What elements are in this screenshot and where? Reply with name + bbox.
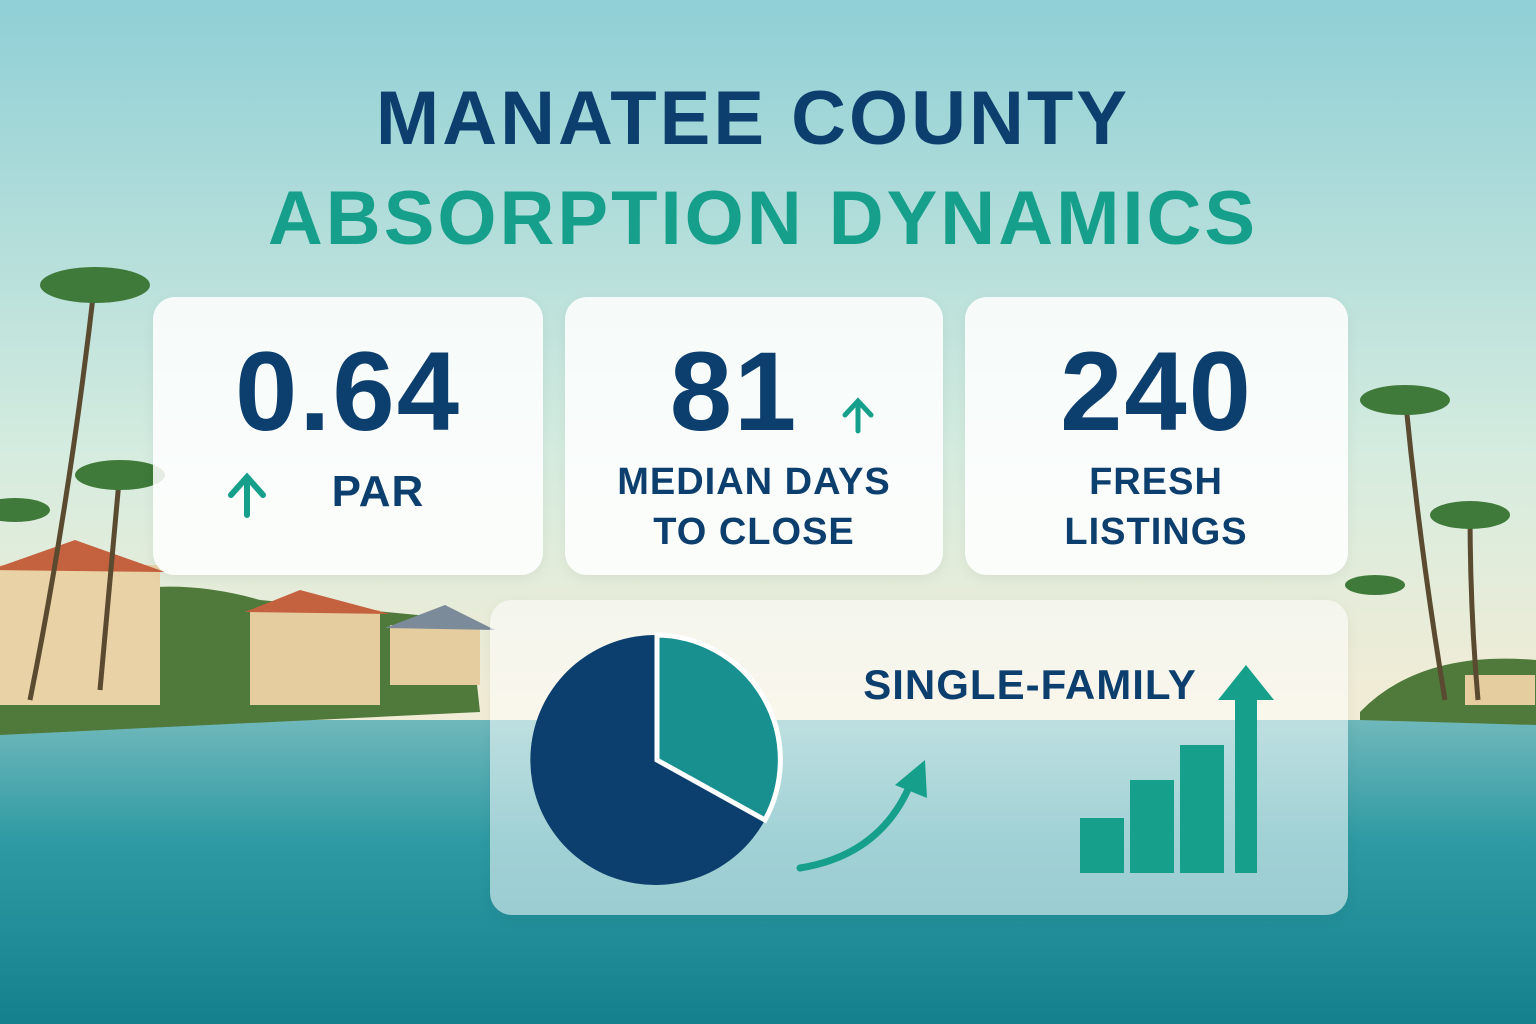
stat-label: PAR: [331, 467, 425, 516]
stat-value: 81: [669, 329, 799, 454]
subtitle: ABSORPTION DYNAMICS: [267, 176, 1259, 261]
title: MANATEE COUNTY: [375, 76, 1131, 161]
bar-icon: [1080, 665, 1274, 873]
up-arrow: [842, 397, 874, 434]
up-arrow: [228, 472, 266, 518]
panel-icons: [530, 632, 1274, 885]
pie-icon: [654, 632, 783, 824]
stat-card: 240 FRESH LISTINGS: [965, 297, 1348, 575]
pie-icon: [530, 634, 765, 885]
stat-label: MEDIAN DAYS TO CLOSE: [617, 461, 891, 553]
stat-label: FRESH LISTINGS: [1064, 461, 1248, 553]
stat-card: 0.64 PAR: [153, 297, 543, 575]
trend-arrow: [895, 760, 927, 798]
stat-card: 81 MEDIAN DAYS TO CLOSE: [565, 297, 943, 575]
stat-value: 240: [1060, 329, 1253, 454]
trend-arrow: [796, 781, 914, 872]
chart-panel: SINGLE-FAMILY: [490, 600, 1348, 915]
panel-label: SINGLE-FAMILY: [863, 661, 1197, 708]
stat-value: 0.64: [235, 329, 461, 454]
